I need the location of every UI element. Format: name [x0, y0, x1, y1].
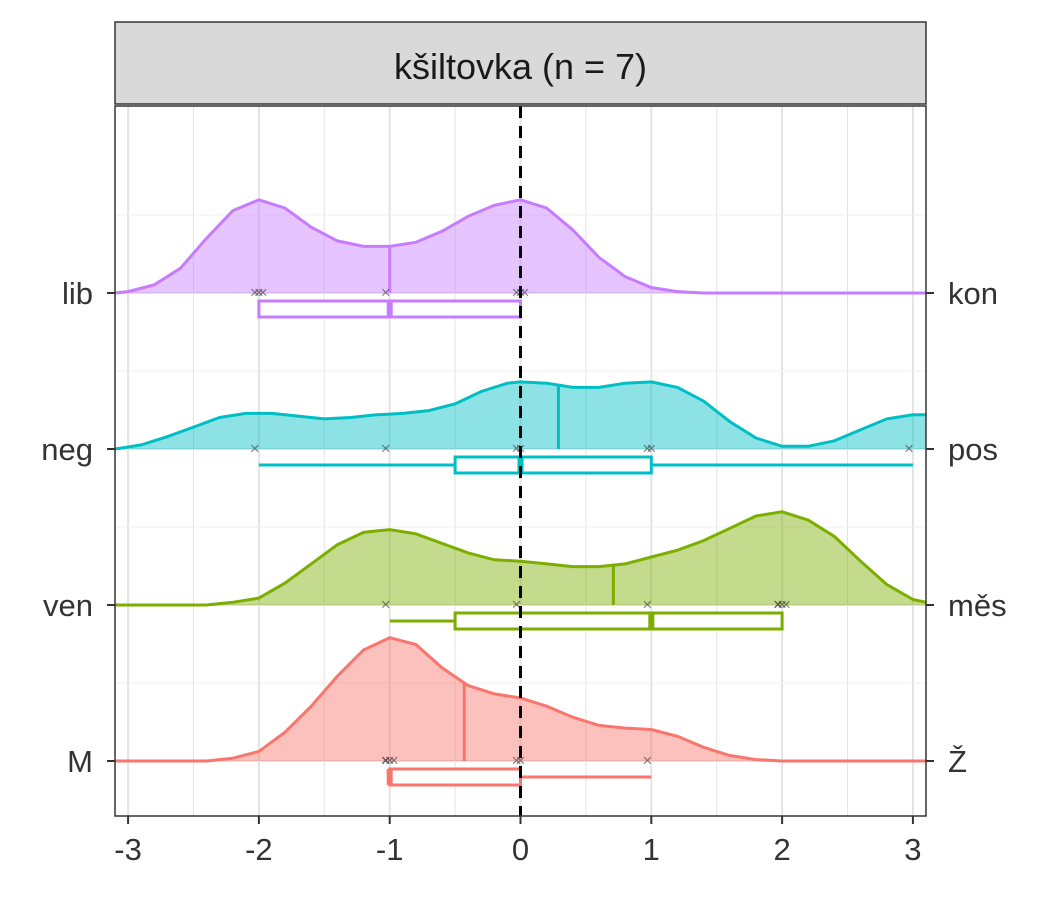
x-tick-label: 1 — [643, 832, 660, 867]
data-point-M: × — [381, 751, 391, 770]
data-point-lib: × — [250, 283, 260, 302]
series-ven: × × × ×××× — [115, 510, 927, 631]
facet-strip: kšiltovka (n = 7) — [114, 21, 927, 105]
y-tick-label-left: lib — [62, 276, 93, 311]
facet-strip-background — [114, 21, 927, 105]
x-tick-label: 3 — [904, 832, 921, 867]
box-iqr-ven — [453, 611, 784, 631]
facet-strip-title: kšiltovka (n = 7) — [394, 46, 647, 87]
density-area-ven — [115, 511, 926, 605]
data-point-M: × — [385, 751, 395, 770]
data-point-M: × — [389, 751, 399, 770]
y-tick-label-left: M — [67, 744, 93, 779]
density-curve-lib — [114, 198, 926, 295]
y-tick-label-left: ven — [43, 588, 93, 623]
x-tick-label: -2 — [245, 832, 273, 867]
data-point-lib: × — [520, 283, 530, 302]
x-tick-label: 0 — [512, 832, 529, 867]
data-point-M: × — [512, 751, 522, 770]
density-curve-ven — [115, 510, 927, 607]
y-tick-label-right: kon — [948, 276, 998, 311]
density-curve-neg — [114, 380, 926, 451]
data-point-M: × — [516, 751, 526, 770]
y-tick-label-right: pos — [948, 432, 998, 467]
x-tick-label: -3 — [114, 832, 142, 867]
data-point-M: × — [642, 751, 652, 770]
data-point-neg: × — [904, 439, 914, 458]
data-point-neg: × — [381, 439, 391, 458]
axes: -3 -2 -1 0 1 2 3 lib kon neg pos ven měs M Ž — [41, 276, 1006, 867]
box-iqr-neg — [453, 455, 653, 475]
density-curve-M — [115, 636, 926, 763]
data-point-ven: × — [781, 595, 791, 614]
data-point-ven: × — [512, 595, 522, 614]
data-point-ven: × — [773, 595, 783, 614]
data-point-lib: × — [381, 283, 391, 302]
x-tick-label: -1 — [376, 832, 404, 867]
x-tick-label: 2 — [773, 832, 790, 867]
data-point-ven: × — [777, 595, 787, 614]
data-point-neg: × — [512, 439, 522, 458]
data-point-M: × — [381, 751, 391, 770]
data-point-neg: × — [646, 439, 656, 458]
data-point-lib: × — [258, 283, 268, 302]
series-M: ×××× ×× × — [115, 636, 926, 787]
data-point-ven: × — [381, 595, 391, 614]
data-point-ven: × — [773, 595, 783, 614]
box-iqr-M — [388, 767, 522, 787]
data-point-lib: × — [512, 283, 522, 302]
y-tick-label-left: neg — [41, 432, 93, 467]
data-point-neg: × — [250, 439, 260, 458]
data-point-ven: × — [642, 595, 652, 614]
data-point-neg: × — [642, 439, 652, 458]
y-tick-label-right: měs — [948, 588, 1007, 623]
data-point-lib: × — [254, 283, 264, 302]
y-tick-label-right: Ž — [948, 744, 967, 779]
